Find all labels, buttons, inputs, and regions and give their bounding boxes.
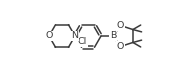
Text: O: O — [45, 32, 53, 40]
Text: O: O — [117, 42, 124, 51]
Text: Cl: Cl — [78, 37, 87, 46]
Text: O: O — [117, 21, 124, 30]
Text: N: N — [72, 32, 79, 40]
Text: B: B — [110, 32, 116, 40]
